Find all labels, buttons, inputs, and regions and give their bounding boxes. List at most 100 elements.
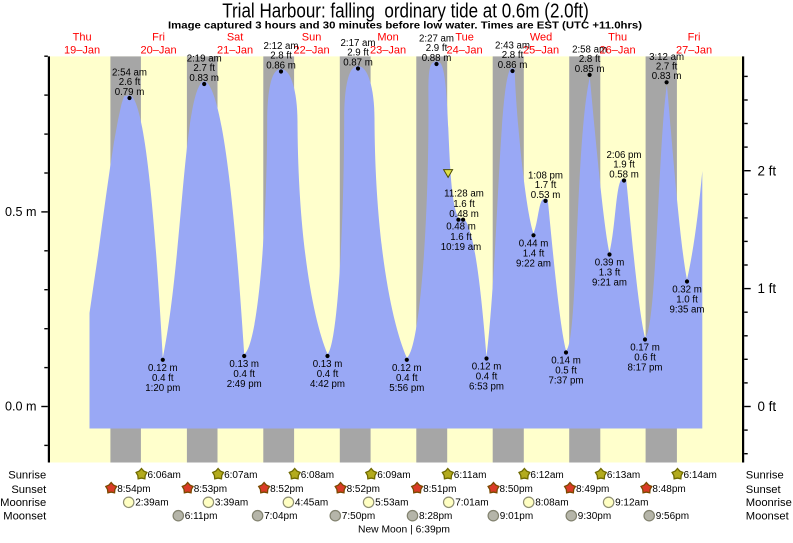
svg-text:9:35 am: 9:35 am <box>669 305 704 316</box>
svg-text:0.86 m: 0.86 m <box>498 60 528 71</box>
svg-text:2:12 am: 2:12 am <box>263 41 298 52</box>
svg-text:0.53 m: 0.53 m <box>531 190 561 201</box>
svg-text:2.9 ft: 2.9 ft <box>426 43 448 54</box>
svg-text:7:04pm: 7:04pm <box>264 511 297 522</box>
svg-text:0.83 m: 0.83 m <box>652 71 682 82</box>
svg-text:7:37 pm: 7:37 pm <box>548 376 583 387</box>
svg-text:8:52pm: 8:52pm <box>270 484 303 495</box>
svg-text:7:01am: 7:01am <box>455 498 488 509</box>
svg-text:26–Jan: 26–Jan <box>600 45 636 57</box>
svg-text:8:17 pm: 8:17 pm <box>627 363 662 374</box>
svg-text:6:11pm: 6:11pm <box>185 511 218 522</box>
svg-text:8:28pm: 8:28pm <box>419 511 452 522</box>
svg-text:25–Jan: 25–Jan <box>523 45 559 57</box>
svg-text:Sunset: Sunset <box>11 484 47 496</box>
svg-text:Fri: Fri <box>688 32 701 44</box>
svg-text:2.7 ft: 2.7 ft <box>193 63 215 74</box>
svg-text:Moonrise: Moonrise <box>0 497 46 509</box>
svg-text:2.6 ft: 2.6 ft <box>119 77 141 88</box>
svg-text:Sunrise: Sunrise <box>746 469 784 481</box>
svg-text:Thu: Thu <box>73 32 92 44</box>
svg-text:5:53am: 5:53am <box>375 498 408 509</box>
svg-text:0.48 m: 0.48 m <box>449 209 479 220</box>
svg-text:0.4 ft: 0.4 ft <box>233 369 255 380</box>
svg-text:4:42 pm: 4:42 pm <box>310 379 345 390</box>
svg-text:4:45am: 4:45am <box>295 498 328 509</box>
svg-text:Thu: Thu <box>608 32 627 44</box>
svg-text:9:01pm: 9:01pm <box>500 511 533 522</box>
svg-text:9:30pm: 9:30pm <box>578 511 611 522</box>
svg-text:1.7 ft: 1.7 ft <box>535 180 557 191</box>
svg-text:2:58 am: 2:58 am <box>572 44 607 55</box>
svg-text:Moonrise: Moonrise <box>746 497 792 509</box>
svg-text:Sunrise: Sunrise <box>8 469 46 481</box>
svg-text:0.13 m: 0.13 m <box>229 359 259 370</box>
svg-text:5:56 pm: 5:56 pm <box>389 383 424 394</box>
svg-text:2.9 ft: 2.9 ft <box>347 48 369 59</box>
svg-text:2:43 am: 2:43 am <box>495 41 530 52</box>
svg-text:1.6 ft: 1.6 ft <box>450 232 472 243</box>
svg-text:2:39am: 2:39am <box>135 498 168 509</box>
svg-text:2.7 ft: 2.7 ft <box>656 62 678 73</box>
svg-text:2.8 ft: 2.8 ft <box>502 50 524 61</box>
svg-text:1.4 ft: 1.4 ft <box>523 248 545 259</box>
svg-text:0.32 m: 0.32 m <box>672 285 702 296</box>
svg-text:Moonset: Moonset <box>3 510 47 522</box>
svg-text:0.6 ft: 0.6 ft <box>634 353 656 364</box>
svg-text:1:20 pm: 1:20 pm <box>145 383 180 394</box>
svg-text:Fri: Fri <box>152 32 165 44</box>
svg-text:7:50pm: 7:50pm <box>342 511 375 522</box>
svg-text:2:17 am: 2:17 am <box>340 38 375 49</box>
svg-text:2.8 ft: 2.8 ft <box>270 51 292 62</box>
svg-text:0.0 m: 0.0 m <box>5 400 37 414</box>
svg-text:0.88 m: 0.88 m <box>422 53 452 64</box>
svg-text:New Moon | 6:39pm: New Moon | 6:39pm <box>358 525 450 536</box>
svg-text:9:21 am: 9:21 am <box>592 278 627 289</box>
svg-text:8:08am: 8:08am <box>535 498 568 509</box>
svg-text:Sat: Sat <box>227 32 244 44</box>
svg-text:6:08am: 6:08am <box>301 470 334 481</box>
svg-text:1 ft: 1 ft <box>758 281 777 296</box>
svg-text:23–Jan: 23–Jan <box>370 45 406 57</box>
svg-text:Sunset: Sunset <box>746 484 782 496</box>
svg-text:6:13am: 6:13am <box>607 470 640 481</box>
svg-text:0.12 m: 0.12 m <box>392 363 422 374</box>
svg-text:8:48pm: 8:48pm <box>652 484 685 495</box>
svg-text:0.5 ft: 0.5 ft <box>555 366 577 377</box>
svg-text:0.86 m: 0.86 m <box>266 60 296 71</box>
svg-text:0.12 m: 0.12 m <box>148 363 178 374</box>
svg-text:0.12 m: 0.12 m <box>472 362 502 373</box>
svg-text:1.9 ft: 1.9 ft <box>613 160 635 171</box>
svg-text:22–Jan: 22–Jan <box>294 45 330 57</box>
svg-text:6:14am: 6:14am <box>684 470 717 481</box>
svg-text:0.4 ft: 0.4 ft <box>317 369 339 380</box>
svg-text:24–Jan: 24–Jan <box>447 45 483 57</box>
svg-text:Image captured 3 hours and 30: Image captured 3 hours and 30 minutes be… <box>168 20 642 31</box>
svg-text:20–Jan: 20–Jan <box>141 45 177 57</box>
svg-text:3:12 am: 3:12 am <box>649 52 684 63</box>
svg-text:Wed: Wed <box>530 32 552 44</box>
svg-text:6:11am: 6:11am <box>454 470 487 481</box>
svg-text:8:54pm: 8:54pm <box>117 484 150 495</box>
svg-text:0.48 m: 0.48 m <box>446 222 476 233</box>
svg-text:1:08 pm: 1:08 pm <box>528 170 563 181</box>
svg-text:9:56pm: 9:56pm <box>656 511 689 522</box>
svg-text:0.79 m: 0.79 m <box>115 87 145 98</box>
svg-text:9:22 am: 9:22 am <box>516 258 551 269</box>
svg-text:0.85 m: 0.85 m <box>575 64 605 75</box>
svg-text:1.6 ft: 1.6 ft <box>453 199 475 210</box>
svg-text:8:51pm: 8:51pm <box>423 484 456 495</box>
svg-text:6:12am: 6:12am <box>530 470 563 481</box>
svg-text:Tue: Tue <box>455 32 474 44</box>
svg-text:27–Jan: 27–Jan <box>676 45 712 57</box>
svg-text:0.39 m: 0.39 m <box>595 258 625 269</box>
svg-text:3:39am: 3:39am <box>215 498 248 509</box>
svg-text:0.5 m: 0.5 m <box>5 205 37 219</box>
svg-text:6:07am: 6:07am <box>224 470 257 481</box>
svg-text:2:06 pm: 2:06 pm <box>606 150 641 161</box>
svg-text:Trial Harbour: falling ordina: Trial Harbour: falling ordinary tide at … <box>222 1 589 23</box>
svg-text:0.17 m: 0.17 m <box>630 343 660 354</box>
svg-text:2:49 pm: 2:49 pm <box>227 379 262 390</box>
svg-text:0.4 ft: 0.4 ft <box>476 372 498 383</box>
svg-text:8:53pm: 8:53pm <box>194 484 227 495</box>
